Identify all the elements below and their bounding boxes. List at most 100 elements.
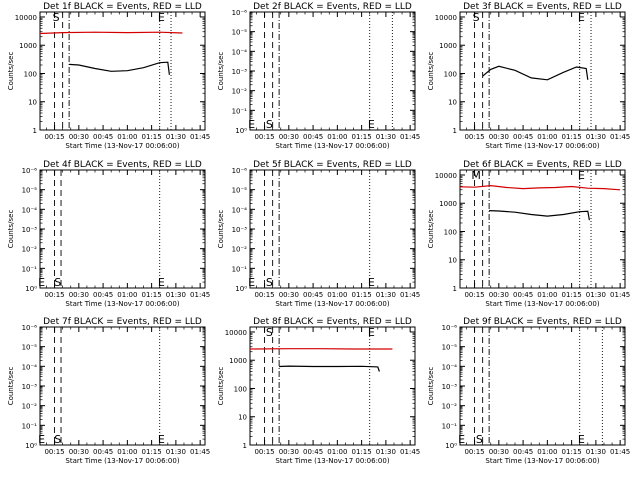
y-tick-label: 10⁻⁵ <box>22 344 38 352</box>
y-tick-label: 10 <box>238 414 247 422</box>
x-tick-label: 01:45 <box>610 448 630 456</box>
x-tick-label: 00:45 <box>513 133 533 141</box>
marker-letter-e: E <box>368 118 375 131</box>
y-axis-label: Counts/sec <box>427 367 435 406</box>
marker-letter-s: S <box>54 433 61 446</box>
marker-letter-e: E <box>578 11 585 24</box>
x-tick-label: 00:15 <box>44 291 64 299</box>
x-tick-label: 00:15 <box>464 133 484 141</box>
x-tick-label: 01:45 <box>190 133 210 141</box>
y-tick-label: 10⁻¹ <box>22 265 38 273</box>
y-tick-label: 1000 <box>439 200 457 208</box>
plot-frame-4 <box>39 169 206 289</box>
x-tick-label: 01:00 <box>327 133 347 141</box>
marker-letter-e: E <box>368 276 375 289</box>
marker-letter-s: S <box>473 11 480 24</box>
plot-frame-1 <box>39 11 206 131</box>
y-tick-label: 10⁻² <box>22 403 38 411</box>
y-tick-label: 10⁻¹ <box>442 422 458 430</box>
y-tick-label: 10⁻¹ <box>22 422 38 430</box>
marker-letter-s: S <box>266 118 273 131</box>
y-tick-label: 100 <box>444 70 457 78</box>
y-tick-label: 10⁻⁶ <box>232 167 248 175</box>
x-tick-label: 01:00 <box>327 291 347 299</box>
y-tick-label: 10⁻⁵ <box>232 29 248 37</box>
marker-letter-e: E <box>158 276 165 289</box>
plot-frame-9 <box>459 326 626 446</box>
x-tick-label: 01:15 <box>352 448 372 456</box>
x-axis-label: Start Time (13-Nov-17 00:06:00) <box>275 457 389 465</box>
x-axis-label: Start Time (13-Nov-17 00:06:00) <box>485 142 599 150</box>
x-tick-label: 00:30 <box>489 448 509 456</box>
y-tick-label: 10000 <box>225 329 247 337</box>
chart-title-2: Det 2f BLACK = Events, RED = LLD <box>253 2 412 12</box>
plot-frame-7 <box>39 326 206 446</box>
marker-letter-s: S <box>53 11 60 24</box>
y-tick-label: 10⁻¹ <box>232 265 248 273</box>
y-tick-label: 10⁻³ <box>22 226 38 234</box>
x-tick-label: 00:15 <box>254 133 274 141</box>
y-axis-label: Counts/sec <box>7 52 15 91</box>
marker-letter-e: E <box>458 433 465 446</box>
x-tick-label: 01:45 <box>400 133 420 141</box>
x-tick-label: 01:15 <box>352 291 372 299</box>
x-tick-label: 00:30 <box>69 291 89 299</box>
x-tick-label: 01:00 <box>117 448 137 456</box>
x-tick-label: 01:15 <box>142 291 162 299</box>
y-axis-label: Counts/sec <box>217 210 225 249</box>
marker-letter-e: E <box>578 169 585 182</box>
y-tick-label: 10⁰ <box>445 442 457 450</box>
y-tick-label: 100 <box>24 70 37 78</box>
y-tick-label: 10⁰ <box>235 285 247 293</box>
y-tick-label: 10000 <box>435 14 457 22</box>
y-tick-label: 10⁻⁵ <box>22 187 38 195</box>
y-tick-label: 10⁻² <box>442 403 458 411</box>
x-tick-label: 00:15 <box>44 448 64 456</box>
y-tick-label: 10⁻² <box>22 246 38 254</box>
x-tick-label: 01:30 <box>166 448 186 456</box>
x-tick-label: 00:30 <box>279 291 299 299</box>
x-tick-label: 01:45 <box>400 291 420 299</box>
x-tick-label: 01:45 <box>610 133 630 141</box>
y-axis-label: Counts/sec <box>7 210 15 249</box>
marker-letter-s: S <box>266 276 273 289</box>
marker-letter-s: S <box>476 433 483 446</box>
x-tick-label: 00:45 <box>93 133 113 141</box>
x-axis-label: Start Time (13-Nov-17 00:06:00) <box>485 300 599 308</box>
y-tick-label: 10⁻⁴ <box>442 363 458 371</box>
plot-frame-2 <box>249 11 416 131</box>
x-tick-label: 01:30 <box>586 448 606 456</box>
y-tick-label: 10000 <box>15 14 37 22</box>
y-tick-label: 10⁻¹ <box>232 107 248 115</box>
x-tick-label: 00:30 <box>489 133 509 141</box>
y-axis-label: Counts/sec <box>7 367 15 406</box>
x-tick-label: 01:15 <box>142 448 162 456</box>
x-tick-label: 00:45 <box>513 448 533 456</box>
y-tick-label: 100 <box>234 385 247 393</box>
x-tick-label: 01:30 <box>166 291 186 299</box>
y-tick-label: 10⁻⁶ <box>232 9 248 17</box>
x-tick-label: 01:45 <box>190 448 210 456</box>
marker-letter-e: E <box>38 433 45 446</box>
x-tick-label: 00:15 <box>254 448 274 456</box>
x-tick-label: 01:15 <box>562 133 582 141</box>
x-tick-label: 00:45 <box>513 291 533 299</box>
y-tick-label: 10⁻⁶ <box>22 324 38 332</box>
y-tick-label: 10⁻³ <box>442 383 458 391</box>
chart-title-5: Det 5f BLACK = Events, RED = LLD <box>253 160 412 170</box>
marker-letter-e: E <box>248 276 255 289</box>
series-line-1 <box>482 65 589 81</box>
marker-letter-s: S <box>54 276 61 289</box>
plot-frame-6 <box>459 169 626 289</box>
y-tick-label: 1000 <box>229 357 247 365</box>
series-line-1 <box>459 184 621 191</box>
marker-letter-m: M <box>471 169 481 182</box>
x-tick-label: 00:15 <box>464 291 484 299</box>
series-line-2 <box>69 61 170 75</box>
x-axis-label: Start Time (13-Nov-17 00:06:00) <box>65 457 179 465</box>
x-tick-label: 00:15 <box>464 448 484 456</box>
x-tick-label: 00:30 <box>279 448 299 456</box>
y-tick-label: 10⁻³ <box>232 68 248 76</box>
series-line-2 <box>279 365 380 372</box>
y-tick-label: 10⁰ <box>25 442 37 450</box>
